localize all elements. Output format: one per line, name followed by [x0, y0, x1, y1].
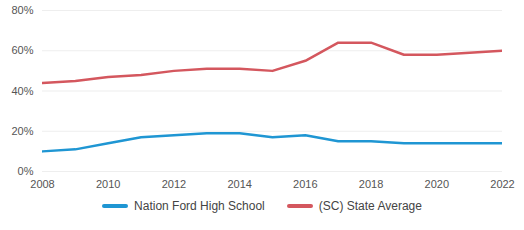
- svg-text:2022: 2022: [490, 178, 514, 190]
- svg-text:2020: 2020: [425, 178, 449, 190]
- html-text:(SC) State Average: (SC) State Average: [318, 199, 422, 213]
- html-text:Nation Ford High School: Nation Ford High School: [134, 199, 265, 213]
- svg-text:0%: 0%: [18, 165, 34, 177]
- svg-text:80%: 80%: [11, 4, 33, 16]
- svg-text:2014: 2014: [227, 178, 251, 190]
- svg-text:2008: 2008: [30, 178, 54, 190]
- svg-text:20%: 20%: [11, 125, 33, 137]
- svg-text:2010: 2010: [96, 178, 120, 190]
- svg-text:2018: 2018: [359, 178, 383, 190]
- svg-text:60%: 60%: [11, 44, 33, 56]
- svg-text:2016: 2016: [293, 178, 317, 190]
- svg-text:2012: 2012: [162, 178, 186, 190]
- svg-text:40%: 40%: [11, 85, 33, 97]
